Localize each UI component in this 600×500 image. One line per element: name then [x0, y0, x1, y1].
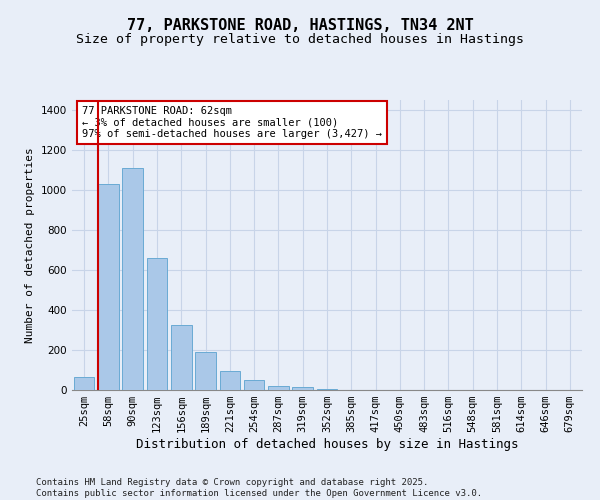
Bar: [244, 380, 265, 390]
Bar: [317, 389, 337, 390]
Text: Size of property relative to detached houses in Hastings: Size of property relative to detached ho…: [76, 32, 524, 46]
Bar: [292, 387, 313, 390]
Bar: [195, 352, 216, 390]
Y-axis label: Number of detached properties: Number of detached properties: [25, 147, 35, 343]
Bar: [268, 386, 289, 390]
Text: 77 PARKSTONE ROAD: 62sqm
← 3% of detached houses are smaller (100)
97% of semi-d: 77 PARKSTONE ROAD: 62sqm ← 3% of detache…: [82, 106, 382, 139]
Text: Contains HM Land Registry data © Crown copyright and database right 2025.
Contai: Contains HM Land Registry data © Crown c…: [36, 478, 482, 498]
Bar: [171, 325, 191, 390]
Text: 77, PARKSTONE ROAD, HASTINGS, TN34 2NT: 77, PARKSTONE ROAD, HASTINGS, TN34 2NT: [127, 18, 473, 32]
Bar: [122, 168, 143, 390]
Bar: [98, 184, 119, 390]
X-axis label: Distribution of detached houses by size in Hastings: Distribution of detached houses by size …: [136, 438, 518, 451]
Bar: [220, 371, 240, 390]
Bar: [74, 377, 94, 390]
Bar: [146, 258, 167, 390]
